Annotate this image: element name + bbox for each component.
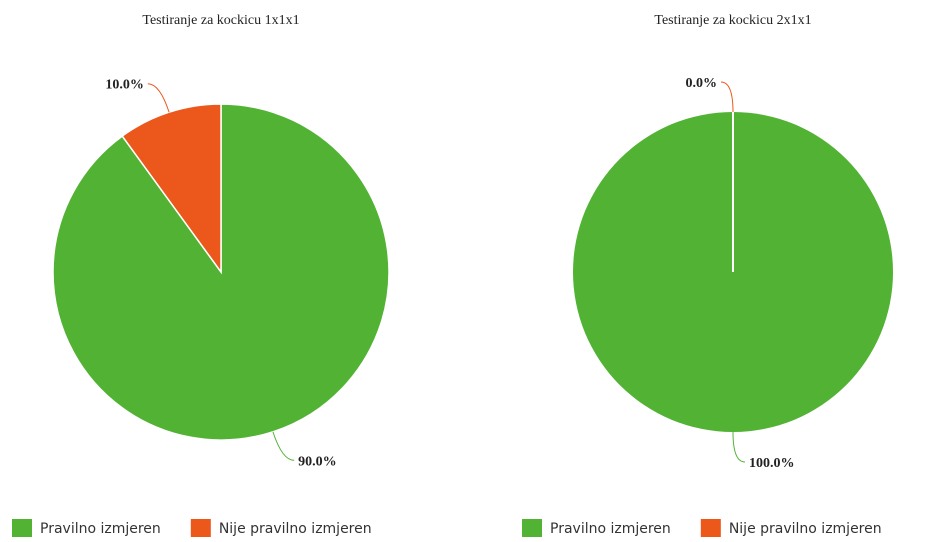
legend-label: Nije pravilno izmjeren [219,521,372,537]
legend-label: Nije pravilno izmjeren [729,521,882,537]
chart-title: Testiranje za kockicu 2x1x1 [654,13,811,28]
legend-label: Pravilno izmjeren [550,521,671,537]
data-label: 90.0% [298,454,337,469]
legend-label: Pravilno izmjeren [40,521,161,537]
label-connector [732,431,746,463]
data-label: 10.0% [105,78,144,93]
label-connector [147,83,170,113]
data-label: 100.0% [749,456,795,471]
data-label: 0.0% [686,76,718,91]
legend-swatch [700,519,721,537]
label-connector [272,431,295,461]
legend-swatch [190,519,211,537]
legend-swatch [522,519,542,537]
label-connector [720,81,734,113]
legend-swatch [12,519,32,537]
chart-title: Testiranje za kockicu 1x1x1 [142,13,299,28]
